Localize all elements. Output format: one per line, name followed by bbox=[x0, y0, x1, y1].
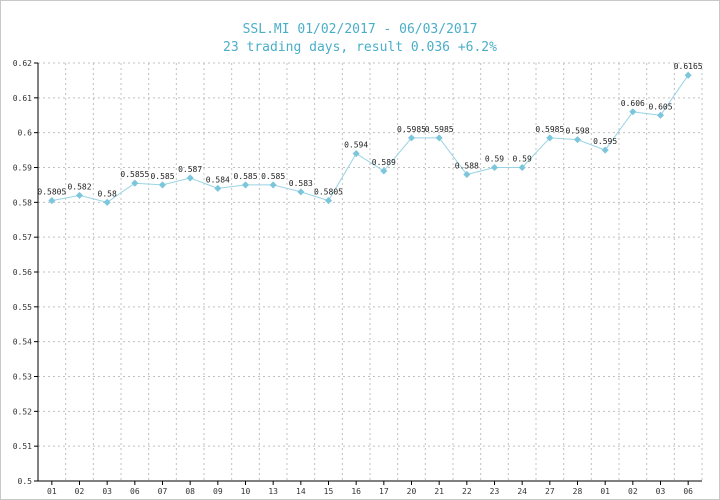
y-tick-label: 0.55 bbox=[13, 303, 32, 312]
y-tick-labels: 0.5 0.51 0.52 0.53 0.54 0.55 0.56 0.57 0.58 0.59 0… bbox=[13, 59, 32, 486]
data-point bbox=[518, 163, 526, 172]
x-tick-label: 07 bbox=[158, 487, 168, 496]
data-point bbox=[601, 146, 609, 154]
data-label: 0.598 bbox=[565, 127, 589, 136]
data-point bbox=[297, 188, 305, 196]
data-point bbox=[103, 198, 111, 206]
data-label: 0.587 bbox=[178, 165, 202, 174]
x-tick-label: 17 bbox=[379, 487, 389, 496]
data-label: 0.585 bbox=[261, 172, 285, 181]
data-point bbox=[490, 163, 499, 172]
y-tick-label: 0.61 bbox=[13, 94, 32, 103]
data-point bbox=[352, 150, 360, 158]
data-point bbox=[573, 136, 582, 144]
y-tick-label: 0.6 bbox=[18, 129, 33, 138]
data-point bbox=[324, 197, 333, 205]
data-label: 0.584 bbox=[206, 175, 230, 184]
data-point bbox=[656, 111, 665, 119]
x-tick-label: 06 bbox=[130, 487, 140, 496]
grid-lines bbox=[38, 62, 703, 482]
x-tick-label: 22 bbox=[462, 487, 472, 496]
data-label: 0.589 bbox=[372, 158, 396, 167]
data-point bbox=[48, 197, 56, 205]
x-tick-label: 16 bbox=[351, 487, 361, 496]
x-tick-label: 01 bbox=[47, 487, 57, 496]
data-point bbox=[75, 191, 84, 199]
x-tick-label: 10 bbox=[241, 487, 251, 496]
data-point bbox=[131, 179, 139, 187]
y-tick-label: 0.62 bbox=[13, 59, 32, 68]
chart-title: SSL.MI 01/02/2017 - 06/03/2017 bbox=[242, 22, 478, 37]
x-tick-label: 27 bbox=[545, 487, 555, 496]
axes bbox=[34, 62, 702, 485]
data-point bbox=[241, 181, 250, 189]
x-tick-label: 14 bbox=[296, 487, 306, 496]
x-tick-label: 28 bbox=[573, 487, 583, 496]
data-label: 0.5985 bbox=[425, 125, 454, 134]
data-label: 0.583 bbox=[289, 179, 313, 188]
data-point bbox=[214, 184, 222, 192]
data-label: 0.5985 bbox=[535, 125, 564, 134]
data-point bbox=[629, 108, 637, 116]
data-point bbox=[684, 71, 692, 79]
data-point bbox=[463, 170, 471, 179]
x-tick-label: 06 bbox=[683, 487, 693, 496]
x-tick-label: 01 bbox=[600, 487, 610, 496]
series-line bbox=[51, 74, 689, 203]
y-tick-label: 0.52 bbox=[13, 407, 32, 416]
data-label: 0.59 bbox=[485, 155, 504, 164]
data-label: 0.5805 bbox=[314, 188, 343, 197]
data-label: 0.594 bbox=[344, 141, 368, 150]
data-label: 0.605 bbox=[648, 102, 672, 111]
y-tick-label: 0.58 bbox=[13, 198, 32, 207]
x-tick-label: 02 bbox=[75, 487, 85, 496]
y-tick-label: 0.56 bbox=[13, 268, 32, 277]
y-tick-label: 0.53 bbox=[13, 373, 32, 382]
data-point bbox=[407, 134, 416, 142]
x-tick-label: 15 bbox=[324, 487, 334, 496]
data-label: 0.582 bbox=[67, 182, 91, 191]
chart-subtitle: 23 trading days, result 0.036 +6.2% bbox=[223, 40, 497, 55]
data-label: 0.585 bbox=[150, 172, 174, 181]
data-label: 0.5985 bbox=[397, 125, 426, 134]
x-tick-label: 24 bbox=[517, 487, 527, 496]
data-label: 0.5805 bbox=[37, 188, 66, 197]
x-tick-label: 09 bbox=[213, 487, 223, 496]
data-point bbox=[269, 181, 277, 189]
data-label: 0.595 bbox=[593, 137, 617, 146]
y-tick-label: 0.5 bbox=[18, 477, 33, 486]
data-point bbox=[380, 167, 388, 175]
y-tick-label: 0.51 bbox=[13, 442, 32, 451]
x-tick-label: 03 bbox=[656, 487, 666, 496]
data-label: 0.585 bbox=[233, 172, 257, 181]
data-point bbox=[186, 174, 194, 182]
x-tick-labels: 01 02 03 06 07 08 09 10 13 14 15 16 17 20 21 22 23 24 27 28… bbox=[47, 487, 693, 496]
y-tick-label: 0.54 bbox=[13, 338, 32, 347]
data-point bbox=[435, 134, 443, 142]
data-point bbox=[158, 181, 167, 189]
data-label: 0.6165 bbox=[674, 62, 703, 71]
data-label: 0.588 bbox=[455, 161, 479, 170]
data-label: 0.5855 bbox=[120, 170, 149, 179]
y-tick-label: 0.57 bbox=[13, 233, 32, 242]
x-tick-label: 03 bbox=[102, 487, 112, 496]
x-tick-label: 08 bbox=[185, 487, 195, 496]
data-point bbox=[546, 134, 554, 142]
x-tick-label: 02 bbox=[628, 487, 638, 496]
x-tick-label: 21 bbox=[434, 487, 444, 496]
data-label: 0.58 bbox=[98, 189, 117, 198]
y-tick-label: 0.59 bbox=[13, 164, 32, 173]
price-series bbox=[48, 71, 692, 206]
x-tick-label: 13 bbox=[268, 487, 278, 496]
x-tick-label: 20 bbox=[407, 487, 417, 496]
x-tick-label: 23 bbox=[490, 487, 500, 496]
data-label: 0.606 bbox=[621, 99, 645, 108]
data-label: 0.59 bbox=[513, 155, 532, 164]
